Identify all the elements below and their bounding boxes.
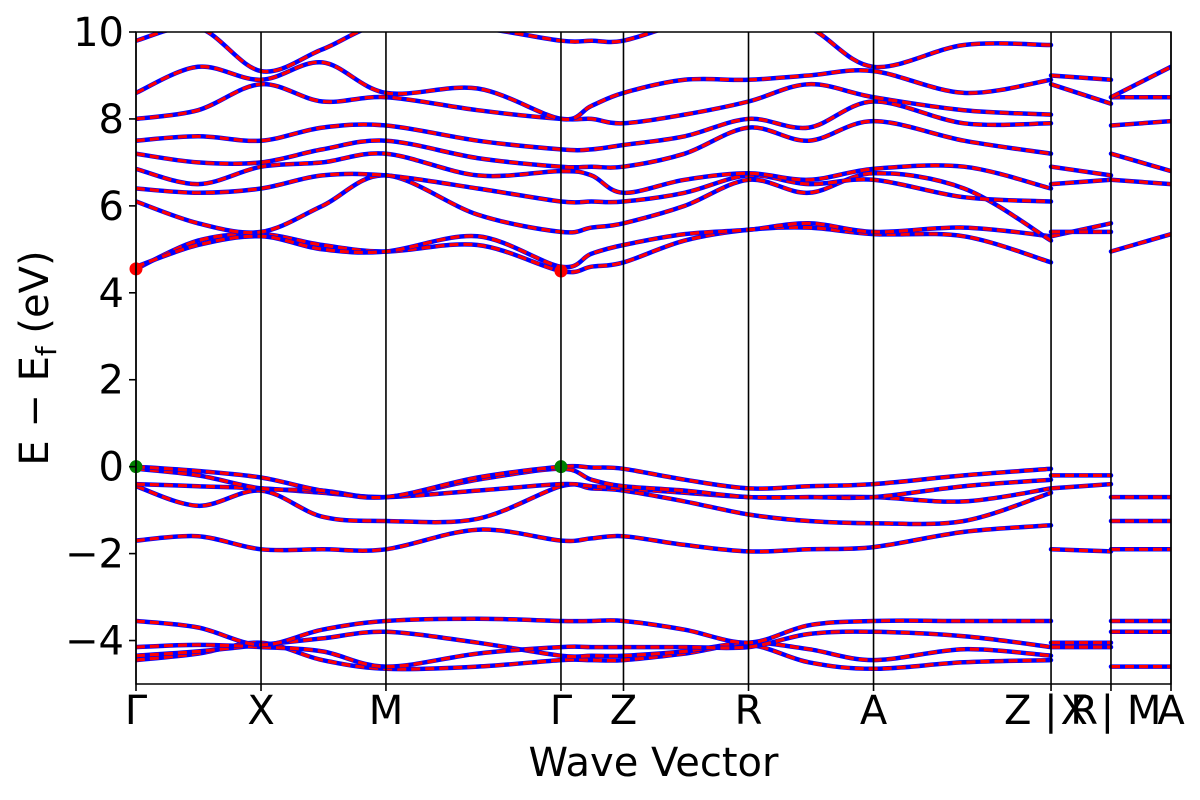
y-axis-label-main: E − E — [12, 356, 58, 466]
x-tick-label: A — [860, 688, 888, 734]
band-line-red — [136, 151, 1052, 195]
kpoint-lines-layer — [135, 32, 1172, 684]
y-tick-label: −4 — [65, 619, 124, 665]
band-line-red — [1050, 165, 1112, 177]
y-tick-label: 10 — [73, 10, 124, 56]
band-line-red — [1110, 232, 1171, 254]
x-tick-label: X — [247, 688, 274, 734]
y-tick-label: 4 — [99, 271, 124, 317]
band-line-red — [1050, 178, 1112, 186]
band-line-red — [136, 617, 1051, 647]
x-tick-label: M — [369, 688, 404, 734]
x-tick-label: Z — [610, 688, 637, 734]
bands-layer — [136, 32, 1171, 672]
y-tick-label: −2 — [65, 532, 124, 578]
y-tick-label: 8 — [99, 97, 124, 143]
band-line-red — [1110, 119, 1171, 128]
band-line-red — [136, 171, 1052, 242]
band-line-red — [1050, 73, 1112, 82]
x-tick-label: Z | R — [1004, 688, 1098, 734]
x-tick-label: Γ — [125, 688, 148, 734]
band-line-red — [136, 464, 1052, 500]
band-line-red — [1110, 178, 1171, 186]
x-tick-label: A — [1157, 688, 1185, 734]
band-line-red — [1050, 82, 1112, 106]
y-tick-label: 0 — [99, 445, 124, 491]
band-line-red — [136, 119, 1052, 170]
band-line-red — [136, 630, 1052, 662]
band-line-red — [1050, 482, 1112, 490]
band-line-red — [1050, 547, 1112, 553]
band-line-red — [136, 82, 1052, 125]
band-line-red — [136, 225, 1052, 274]
band-line-red — [1110, 65, 1171, 99]
y-ticks-layer: −4 −2 0 2 4 6 8 10 — [65, 10, 136, 665]
band-line-red — [136, 630, 1052, 669]
x-tick-label: X | M — [1061, 688, 1162, 734]
band-line-blue — [136, 523, 1054, 554]
y-axis-label: E − Ef (eV) — [12, 250, 63, 465]
x-tick-label: R — [735, 688, 763, 734]
x-axis-label: Wave Vector — [529, 740, 780, 786]
y-axis-label-unit: (eV) — [12, 250, 58, 346]
band-line-red — [136, 60, 1052, 121]
band-line-red — [136, 221, 1052, 269]
y-tick-label: 6 — [99, 184, 124, 230]
y-axis-label-subscript: f — [30, 345, 63, 356]
x-tick-label: Γ — [550, 688, 573, 734]
band-line-red — [136, 99, 1052, 152]
plot-frame — [135, 31, 1172, 685]
band-line-red — [136, 32, 1052, 74]
band-line-red — [1110, 152, 1171, 173]
band-line-red — [136, 467, 1052, 500]
y-tick-label: 2 — [99, 358, 124, 404]
